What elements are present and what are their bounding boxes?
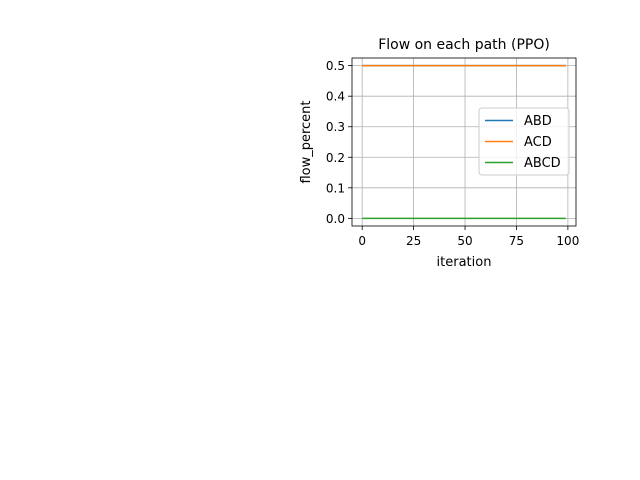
y-axis-ticks: 0.0 0.1 0.2 0.3 0.4 0.5 xyxy=(326,59,352,226)
x-tick-label: 100 xyxy=(556,234,579,248)
x-axis-label: iteration xyxy=(437,255,492,270)
series-layer xyxy=(362,64,566,220)
y-tick-label: 0.1 xyxy=(326,181,345,195)
y-tick-label: 0.0 xyxy=(326,212,345,226)
legend-label-abcd: ABCD xyxy=(524,156,561,171)
y-tick-label: 0.5 xyxy=(326,59,345,73)
legend: ABD ACD ABCD xyxy=(478,107,570,176)
axes-frame xyxy=(351,57,577,227)
x-tick-label: 50 xyxy=(457,234,472,248)
y-tick-label: 0.3 xyxy=(326,120,345,134)
x-tick-label: 25 xyxy=(406,234,421,248)
y-tick-label: 0.2 xyxy=(326,151,345,165)
x-axis-ticks: 0 25 50 75 100 xyxy=(358,226,579,248)
legend-label-abd: ABD xyxy=(524,114,552,129)
y-tick-label: 0.4 xyxy=(326,90,345,104)
chart-title: Flow on each path (PPO) xyxy=(378,37,550,53)
x-tick-label: 75 xyxy=(509,234,524,248)
legend-box xyxy=(478,107,570,176)
legend-label-acd: ACD xyxy=(524,135,552,150)
x-tick-label: 0 xyxy=(358,234,366,248)
y-axis-label: flow_percent xyxy=(299,100,314,183)
